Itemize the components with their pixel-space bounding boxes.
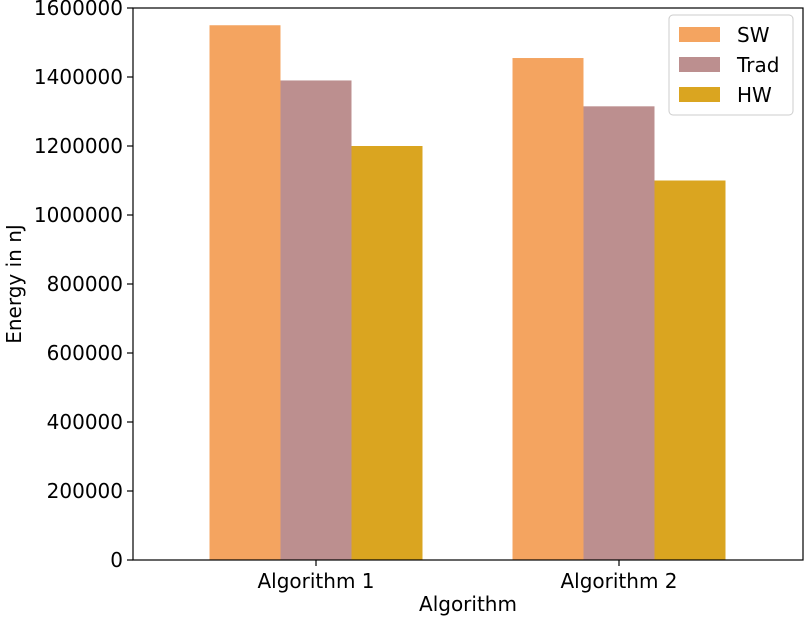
legend-label-hw: HW <box>737 83 772 107</box>
y-tick-label: 1200000 <box>34 134 123 158</box>
legend: SW Trad HW <box>668 14 794 116</box>
y-tick-label: 1400000 <box>34 65 123 89</box>
x-tick-label: Algorithm 1 <box>257 569 374 593</box>
x-axis-ticks: Algorithm 1 Algorithm 2 <box>257 560 678 593</box>
y-axis-label: Energy in nJ <box>2 224 26 344</box>
y-tick-label: 800000 <box>47 272 123 296</box>
legend-label-trad: Trad <box>736 53 779 77</box>
y-tick-label: 1600000 <box>34 0 123 20</box>
bar-sw-1 <box>209 25 281 560</box>
legend-swatch-hw <box>679 87 720 102</box>
y-tick-label: 400000 <box>47 410 123 434</box>
legend-label-sw: SW <box>737 23 770 47</box>
y-tick-label: 1000000 <box>34 203 123 227</box>
bar-hw-1 <box>351 146 423 560</box>
legend-swatch-trad <box>679 57 720 72</box>
bar-trad-2 <box>583 106 655 560</box>
bar-sw-2 <box>512 58 584 561</box>
x-tick-label: Algorithm 2 <box>560 569 677 593</box>
y-tick-label: 200000 <box>47 479 123 503</box>
y-tick-label: 600000 <box>47 341 123 365</box>
y-axis-ticks: 0 200000 400000 600000 800000 1000000 1200000 1… <box>34 0 133 572</box>
plot-frame <box>132 7 804 561</box>
bars-layer <box>209 25 726 561</box>
bar-hw-2 <box>654 180 726 560</box>
x-axis-label: Algorithm <box>419 592 517 616</box>
y-tick-label: 0 <box>110 548 123 572</box>
legend-swatch-sw <box>679 27 720 42</box>
bar-trad-1 <box>280 80 352 560</box>
